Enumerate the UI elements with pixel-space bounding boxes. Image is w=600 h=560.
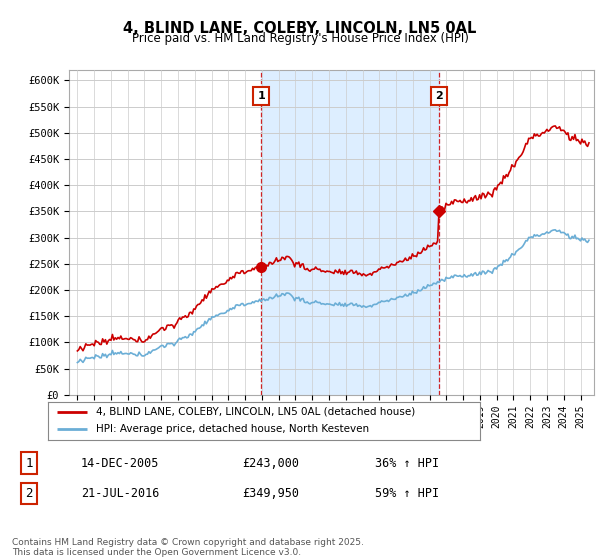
Text: 36% ↑ HPI: 36% ↑ HPI bbox=[375, 457, 439, 470]
Text: 14-DEC-2005: 14-DEC-2005 bbox=[81, 457, 160, 470]
Text: 4, BLIND LANE, COLEBY, LINCOLN, LN5 0AL: 4, BLIND LANE, COLEBY, LINCOLN, LN5 0AL bbox=[124, 21, 476, 36]
Text: 1: 1 bbox=[257, 91, 265, 101]
Text: £349,950: £349,950 bbox=[242, 487, 299, 500]
Bar bbox=[261, 70, 439, 395]
Text: 2: 2 bbox=[435, 91, 443, 101]
Text: Contains HM Land Registry data © Crown copyright and database right 2025.
This d: Contains HM Land Registry data © Crown c… bbox=[12, 538, 364, 557]
Text: 2: 2 bbox=[26, 487, 33, 500]
Text: £243,000: £243,000 bbox=[242, 457, 299, 470]
Text: 59% ↑ HPI: 59% ↑ HPI bbox=[375, 487, 439, 500]
Text: Price paid vs. HM Land Registry's House Price Index (HPI): Price paid vs. HM Land Registry's House … bbox=[131, 32, 469, 45]
Text: 1: 1 bbox=[26, 457, 33, 470]
Text: 21-JUL-2016: 21-JUL-2016 bbox=[81, 487, 160, 500]
Text: HPI: Average price, detached house, North Kesteven: HPI: Average price, detached house, Nort… bbox=[95, 424, 368, 435]
Text: 4, BLIND LANE, COLEBY, LINCOLN, LN5 0AL (detached house): 4, BLIND LANE, COLEBY, LINCOLN, LN5 0AL … bbox=[95, 407, 415, 417]
